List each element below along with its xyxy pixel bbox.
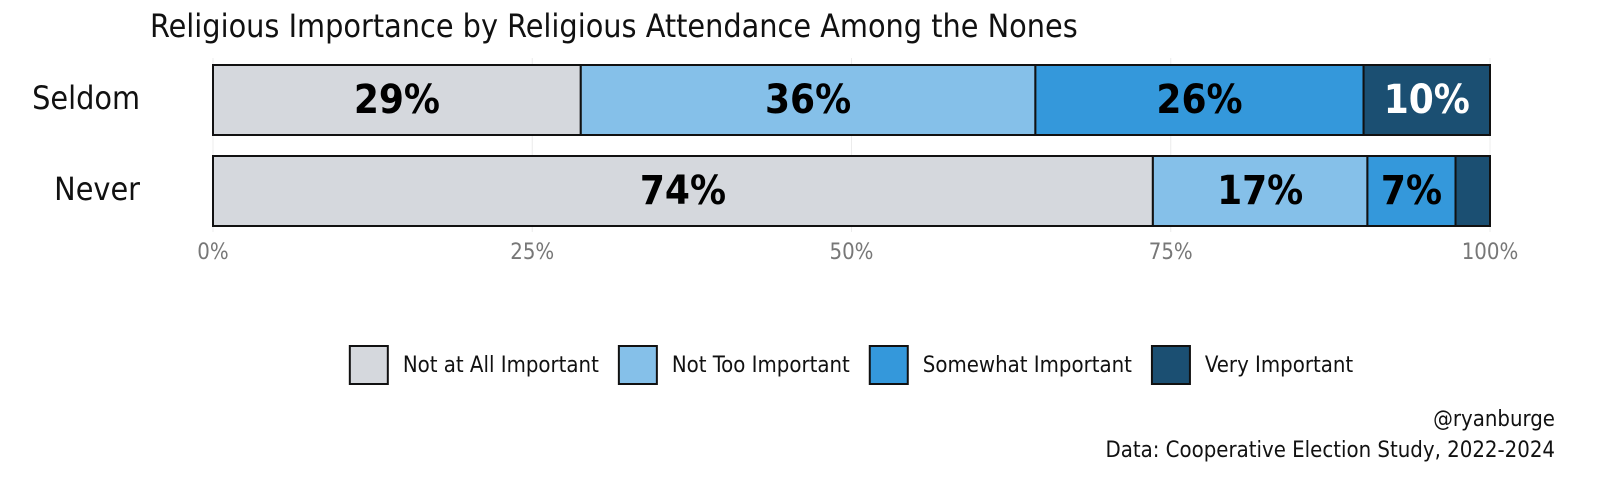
chart-title: Religious Importance by Religious Attend… xyxy=(150,7,1078,45)
data-label: 26% xyxy=(1156,77,1242,123)
legend-swatch xyxy=(868,345,909,385)
x-tick-label: 100% xyxy=(1462,240,1519,265)
data-label: 7% xyxy=(1381,168,1442,214)
bar-segment xyxy=(1362,64,1492,136)
data-label: 10% xyxy=(1384,77,1470,123)
data-label: 36% xyxy=(765,77,851,123)
legend-label: Not Too Important xyxy=(672,353,850,378)
bar-segment xyxy=(579,64,1037,136)
bar-segment xyxy=(212,64,582,136)
caption: @ryanburge xyxy=(1433,407,1555,432)
legend-swatch xyxy=(348,345,389,385)
legend-label: Not at All Important xyxy=(403,353,599,378)
legend-swatch xyxy=(1150,345,1191,385)
legend-label: Very Important xyxy=(1205,353,1353,378)
legend-label: Somewhat Important xyxy=(923,353,1132,378)
x-tick-label: 0% xyxy=(197,240,228,265)
data-label: 74% xyxy=(640,168,726,214)
data-label: 17% xyxy=(1217,168,1303,214)
bar-segment xyxy=(1366,155,1457,227)
x-tick-label: 50% xyxy=(830,240,874,265)
bar-segment xyxy=(212,155,1154,227)
bar-segment xyxy=(1034,64,1365,136)
x-tick-label: 25% xyxy=(510,240,554,265)
legend-swatch xyxy=(617,345,658,385)
y-tick-label: Never xyxy=(54,170,140,208)
x-tick-label: 75% xyxy=(1149,240,1193,265)
y-tick-label: Seldom xyxy=(32,79,140,117)
caption: Data: Cooperative Election Study, 2022-2… xyxy=(1105,438,1555,463)
data-label: 29% xyxy=(354,77,440,123)
bar-segment xyxy=(1454,155,1491,227)
